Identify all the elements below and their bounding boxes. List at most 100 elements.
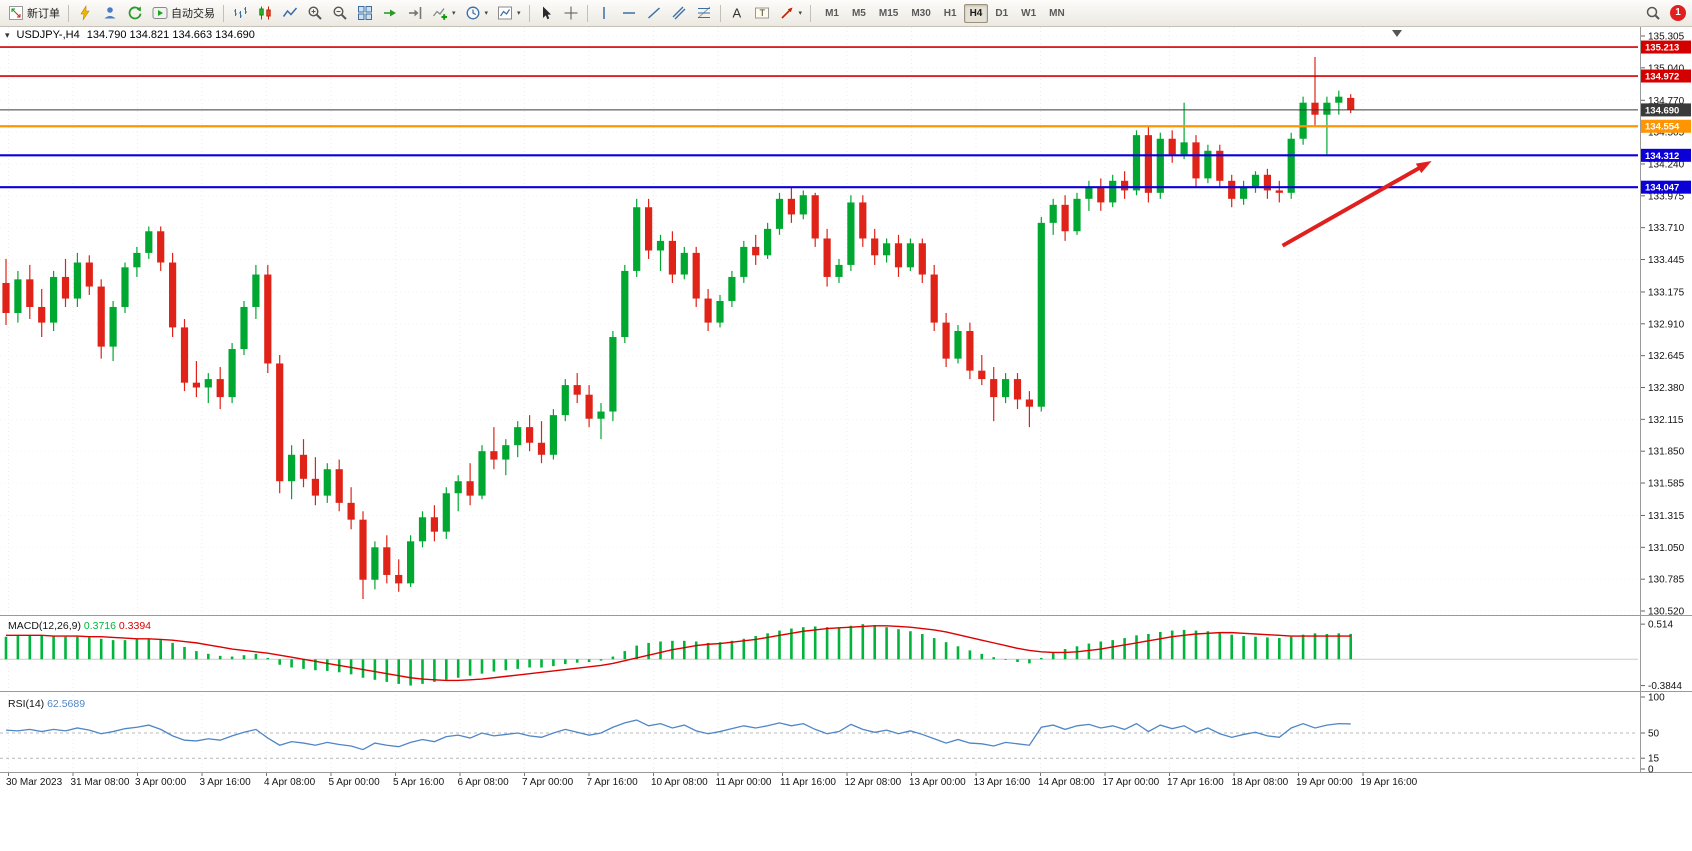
trend-arrow-head: [1415, 160, 1432, 174]
chart-canvas[interactable]: 135.305 135.040 134.770 134.505 134.240 133.9…: [0, 27, 1692, 851]
time-axis-label: 30 Mar 2023: [6, 777, 63, 788]
timeframe-m30[interactable]: M30: [905, 4, 936, 23]
candle: [692, 252, 700, 299]
candle: [38, 306, 46, 323]
crosshair-button[interactable]: [559, 2, 583, 24]
time-axis-label: 12 Apr 08:00: [845, 777, 902, 788]
chart-shift-button[interactable]: [403, 2, 427, 24]
price-axis-label: 132.115: [1648, 415, 1684, 426]
trendline-tool-button[interactable]: [642, 2, 666, 24]
text-tool-button[interactable]: A: [725, 2, 749, 24]
timeframe-m1[interactable]: M1: [819, 4, 845, 23]
time-axis-label: 3 Apr 00:00: [135, 777, 187, 788]
time-axis-label: 3 Apr 16:00: [200, 777, 252, 788]
candle: [1168, 138, 1176, 155]
cursor-button[interactable]: [534, 2, 558, 24]
candle: [1299, 102, 1307, 139]
vertical-line-tool-button[interactable]: [592, 2, 616, 24]
trend-arrow[interactable]: [1281, 163, 1426, 248]
price-axis-label: 130.785: [1648, 575, 1685, 586]
price-axis-label: 134.770: [1648, 96, 1685, 107]
time-axis-label: 19 Apr 00:00: [1296, 777, 1353, 788]
trendline-icon: [647, 7, 660, 19]
timeframe-w1[interactable]: W1: [1015, 4, 1042, 23]
toolbar-right: 1: [1641, 2, 1688, 24]
zoom-out-button[interactable]: [328, 2, 352, 24]
toolbar-separator: [719, 4, 721, 22]
candle: [335, 469, 343, 503]
price-axis-label: 132.645: [1648, 351, 1685, 362]
zoom-in-icon: [308, 6, 322, 20]
horizontal-lines[interactable]: 135.213 134.972 134.690 134.554 134.312 134.0…: [0, 40, 1691, 194]
periods-button[interactable]: ▾: [461, 2, 493, 24]
candle: [549, 415, 557, 455]
fibonacci-tool-button[interactable]: [692, 2, 716, 24]
candle: [418, 517, 427, 542]
arrows-tool-button[interactable]: ▾: [775, 2, 807, 24]
price-axis-label: 131.850: [1648, 447, 1685, 458]
horizontal-line-tool-button[interactable]: [617, 2, 641, 24]
indicators-button[interactable]: ▾: [428, 2, 460, 24]
timeframe-d1[interactable]: D1: [989, 4, 1014, 23]
zoom-in-button[interactable]: [303, 2, 327, 24]
candle: [430, 517, 438, 532]
price-axis[interactable]: 135.305 135.040 134.770 134.505 134.240 133.9…: [1641, 32, 1685, 618]
candle: [942, 322, 950, 359]
timeframe-mn[interactable]: MN: [1043, 4, 1071, 23]
rsi-line: [5, 719, 1351, 751]
candle: [85, 262, 93, 287]
candle: [1275, 190, 1283, 193]
annotations[interactable]: [1281, 30, 1432, 248]
refresh-button[interactable]: [123, 2, 147, 24]
timeframe-h4[interactable]: H4: [963, 3, 989, 23]
timeframe-m5[interactable]: M5: [846, 4, 872, 23]
autoscroll-button[interactable]: [378, 2, 402, 24]
price-axis-label: 135.040: [1648, 63, 1685, 74]
profiles-button[interactable]: [98, 2, 122, 24]
timeframe-h1[interactable]: H1: [938, 4, 963, 23]
text-label-icon: T: [754, 7, 769, 19]
search-button[interactable]: [1641, 2, 1665, 24]
timeframe-m15[interactable]: M15: [873, 4, 904, 23]
candle: [597, 411, 605, 419]
time-axis[interactable]: 30 Mar 2023 31 Mar 08:00 3 Apr 00:00 3 Apr …: [6, 772, 1418, 788]
chart-shift-marker[interactable]: [1392, 30, 1402, 37]
price-badge: [1641, 119, 1691, 133]
price-axis-label: 134.505: [1648, 128, 1685, 139]
time-axis-label: 17 Apr 00:00: [1103, 777, 1160, 788]
candle: [1240, 186, 1248, 199]
channel-tool-button[interactable]: [667, 2, 691, 24]
price-axis-label: 131.315: [1648, 511, 1685, 522]
candlestick-chart-button[interactable]: [253, 2, 277, 24]
bar-chart-icon: [234, 7, 247, 18]
price-axis-label: 132.910: [1648, 319, 1685, 330]
tile-windows-button[interactable]: [353, 2, 377, 24]
text-label-tool-button[interactable]: T: [750, 2, 774, 24]
text-icon: A: [732, 6, 741, 21]
candle: [50, 276, 58, 323]
candle: [835, 264, 843, 277]
autoscroll-icon: [384, 9, 396, 17]
candle: [609, 337, 617, 412]
candle: [990, 379, 998, 398]
line-chart-button[interactable]: [278, 2, 302, 24]
arrow-icon: [780, 7, 793, 19]
autotrading-button[interactable]: 自动交易: [148, 2, 219, 24]
candle: [1097, 186, 1105, 203]
metaeditor-button[interactable]: [73, 2, 97, 24]
candle: [1013, 379, 1022, 400]
new-order-button[interactable]: 新订单: [4, 2, 64, 24]
candle: [740, 246, 748, 277]
svg-text:15: 15: [1648, 754, 1660, 765]
templates-button[interactable]: ▾: [493, 2, 525, 24]
candle: [252, 274, 260, 307]
candle: [478, 451, 486, 496]
notification-badge[interactable]: 1: [1670, 5, 1686, 21]
candle: [728, 276, 736, 301]
bar-chart-button[interactable]: [228, 2, 252, 24]
candle: [526, 427, 534, 443]
time-axis-label: 11 Apr 00:00: [716, 777, 772, 788]
candle: [1263, 174, 1271, 191]
search-icon: [1646, 6, 1660, 20]
price-axis-label: 133.975: [1648, 191, 1685, 202]
